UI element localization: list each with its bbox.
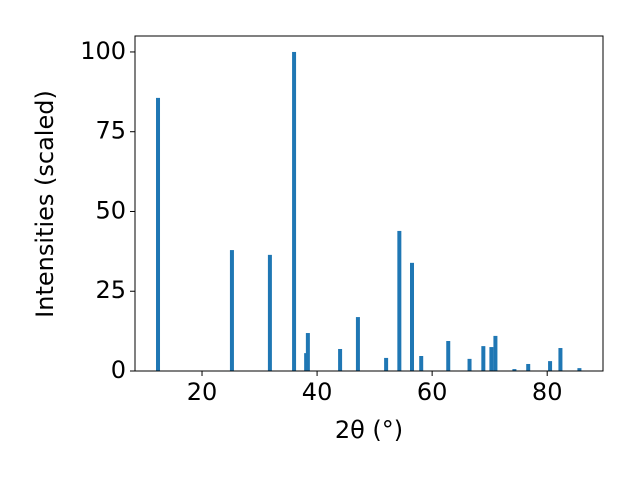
x-tick-label: 60	[417, 378, 448, 406]
x-tick-label: 80	[532, 378, 563, 406]
bar	[267, 254, 272, 371]
bar	[292, 51, 297, 371]
bar	[512, 369, 517, 371]
bar	[410, 262, 415, 371]
bar	[305, 333, 310, 371]
plot-frame	[134, 35, 604, 372]
bar	[156, 97, 161, 372]
y-axis-label: Intensities (scaled)	[31, 90, 59, 318]
bar	[338, 348, 343, 371]
x-tick-label: 20	[187, 378, 218, 406]
bar	[526, 363, 531, 371]
bar	[397, 230, 402, 371]
bar	[481, 346, 486, 371]
bar	[577, 368, 582, 371]
y-tick-label: 50	[95, 196, 126, 224]
x-axis-label: 2θ (°)	[335, 416, 403, 444]
bar	[489, 347, 494, 371]
bar	[548, 361, 553, 371]
bar	[384, 357, 389, 371]
y-tick-label: 25	[95, 276, 126, 304]
bar	[229, 250, 234, 371]
bar	[355, 317, 360, 371]
bar	[467, 358, 472, 371]
bar	[493, 335, 498, 371]
y-tick-label: 100	[80, 37, 126, 65]
bar	[419, 356, 424, 371]
y-tick-label: 75	[95, 117, 126, 145]
bar	[446, 341, 451, 371]
y-tick-label: 0	[111, 356, 126, 384]
x-tick-label: 40	[302, 378, 333, 406]
bar	[558, 348, 563, 371]
